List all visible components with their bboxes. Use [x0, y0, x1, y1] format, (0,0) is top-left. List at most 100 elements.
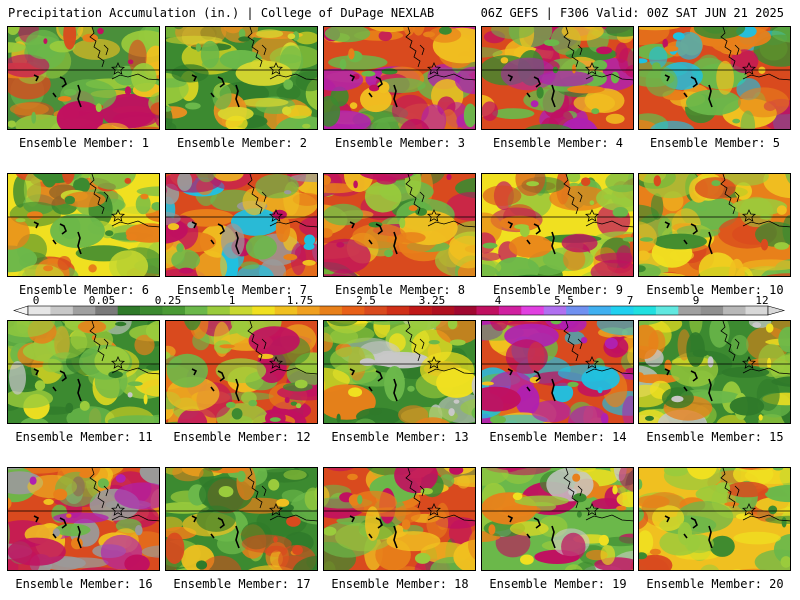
lake-outlines: [507, 368, 556, 402]
ensemble-member-caption: Ensemble Member: 3: [334, 136, 466, 150]
colorbar-bin: [498, 306, 522, 315]
colorbar-tick-label: 12: [755, 296, 768, 307]
city-star-icon: [110, 356, 126, 369]
city-star-icon: [584, 356, 600, 369]
coastline: [89, 321, 109, 362]
colorbar-bin: [252, 306, 275, 315]
ensemble-member-caption: Ensemble Member: 16: [15, 577, 153, 591]
shoreline: [269, 73, 317, 81]
shoreline: [111, 73, 159, 81]
ensemble-member-caption: Ensemble Member: 5: [649, 136, 781, 150]
ensemble-member-caption: Ensemble Member: 14: [489, 430, 627, 444]
city-star-icon: [268, 62, 284, 75]
colorbar-bin: [364, 306, 388, 315]
city-star-icon: [268, 503, 284, 516]
lake-outlines: [664, 368, 713, 402]
precip-field: [166, 321, 317, 423]
colorbar-bin: [566, 306, 589, 315]
colorbar-bin: [454, 306, 477, 315]
ensemble-member-map-13: [323, 320, 476, 424]
ensemble-member-caption: Ensemble Member: 17: [173, 577, 311, 591]
coastline: [247, 27, 267, 68]
colorbar-bin: [633, 306, 657, 315]
city-star-icon: [110, 62, 126, 75]
shoreline: [585, 367, 633, 375]
precip-field: [166, 174, 317, 276]
ensemble-member-map-15: [638, 320, 791, 424]
ensemble-member-map-20: [638, 467, 791, 571]
ensemble-member-caption: Ensemble Member: 18: [331, 577, 469, 591]
coastline: [720, 27, 740, 68]
colorbar-bin: [341, 306, 365, 315]
colorbar-bin: [50, 306, 74, 315]
colorbar-tick-label: 4: [495, 296, 502, 307]
city-star-icon: [426, 356, 442, 369]
lake-outlines: [349, 74, 398, 108]
coastline: [247, 174, 267, 215]
ensemble-member-map-2: [165, 26, 318, 130]
coastline: [89, 174, 109, 215]
ensemble-member-map-7: [165, 173, 318, 277]
colorbar-bin: [162, 306, 186, 315]
ensemble-member-map-14: [481, 320, 634, 424]
city-star-icon: [110, 209, 126, 222]
city-star-icon: [426, 503, 442, 516]
coastline: [405, 468, 425, 509]
ensemble-member-map-16: [7, 467, 160, 571]
lake-outlines: [33, 221, 82, 255]
colorbar-tick-label: 0.25: [155, 296, 182, 307]
colorbar-tick-label: 1: [229, 296, 236, 307]
colorbar-right-arrow: [767, 305, 786, 316]
shoreline: [427, 367, 475, 375]
ensemble-member-map-4: [481, 26, 634, 130]
ensemble-member-map-10: [638, 173, 791, 277]
colorbar-bin: [431, 306, 455, 315]
precip-field: [482, 321, 633, 423]
colorbar-bin: [28, 306, 51, 315]
city-star-icon: [741, 209, 757, 222]
run-valid-time: 06Z GEFS | F306 Valid: 00Z SAT JUN 21 20…: [480, 6, 784, 20]
colorbar-tick-label: 1.75: [287, 296, 314, 307]
coastline: [89, 27, 109, 68]
colorbar-bin: [588, 306, 612, 315]
lake-outlines: [349, 368, 398, 402]
city-star-icon: [584, 503, 600, 516]
lake-outlines: [191, 221, 240, 255]
ensemble-member-map-18: [323, 467, 476, 571]
coastline: [247, 468, 267, 509]
colorbar-bin: [409, 306, 432, 315]
ensemble-member-caption: Ensemble Member: 6: [18, 283, 150, 297]
city-star-icon: [268, 356, 284, 369]
ensemble-member-caption: Ensemble Member: 13: [331, 430, 469, 444]
lake-outlines: [33, 74, 82, 108]
colorbar-tick-label: 3.25: [419, 296, 446, 307]
shoreline: [585, 514, 633, 522]
precip-field: [324, 321, 475, 423]
colorbar-bin: [117, 306, 141, 315]
ensemble-member-caption: Ensemble Member: 20: [646, 577, 784, 591]
lake-outlines: [349, 515, 398, 549]
shoreline: [269, 367, 317, 375]
colorbar-bin: [655, 306, 679, 315]
coastline: [563, 321, 583, 362]
precip-field: [324, 468, 475, 570]
lake-outlines: [349, 221, 398, 255]
shoreline: [742, 73, 790, 81]
lake-outlines: [664, 74, 713, 108]
lake-outlines: [507, 221, 556, 255]
colorbar-bin: [745, 306, 769, 315]
shoreline: [585, 73, 633, 81]
city-star-icon: [268, 209, 284, 222]
lake-outlines: [33, 515, 82, 549]
ensemble-member-caption: Ensemble Member: 19: [489, 577, 627, 591]
precip-field: [639, 174, 790, 276]
colorbar-bin: [274, 306, 298, 315]
ensemble-member-caption: Ensemble Member: 9: [492, 283, 624, 297]
precip-field: [639, 321, 790, 423]
shoreline: [269, 514, 317, 522]
ensemble-member-caption: Ensemble Member: 10: [646, 283, 784, 297]
ensemble-member-caption: Ensemble Member: 8: [334, 283, 466, 297]
ensemble-member-map-12: [165, 320, 318, 424]
coastline: [405, 321, 425, 362]
coastline: [563, 174, 583, 215]
